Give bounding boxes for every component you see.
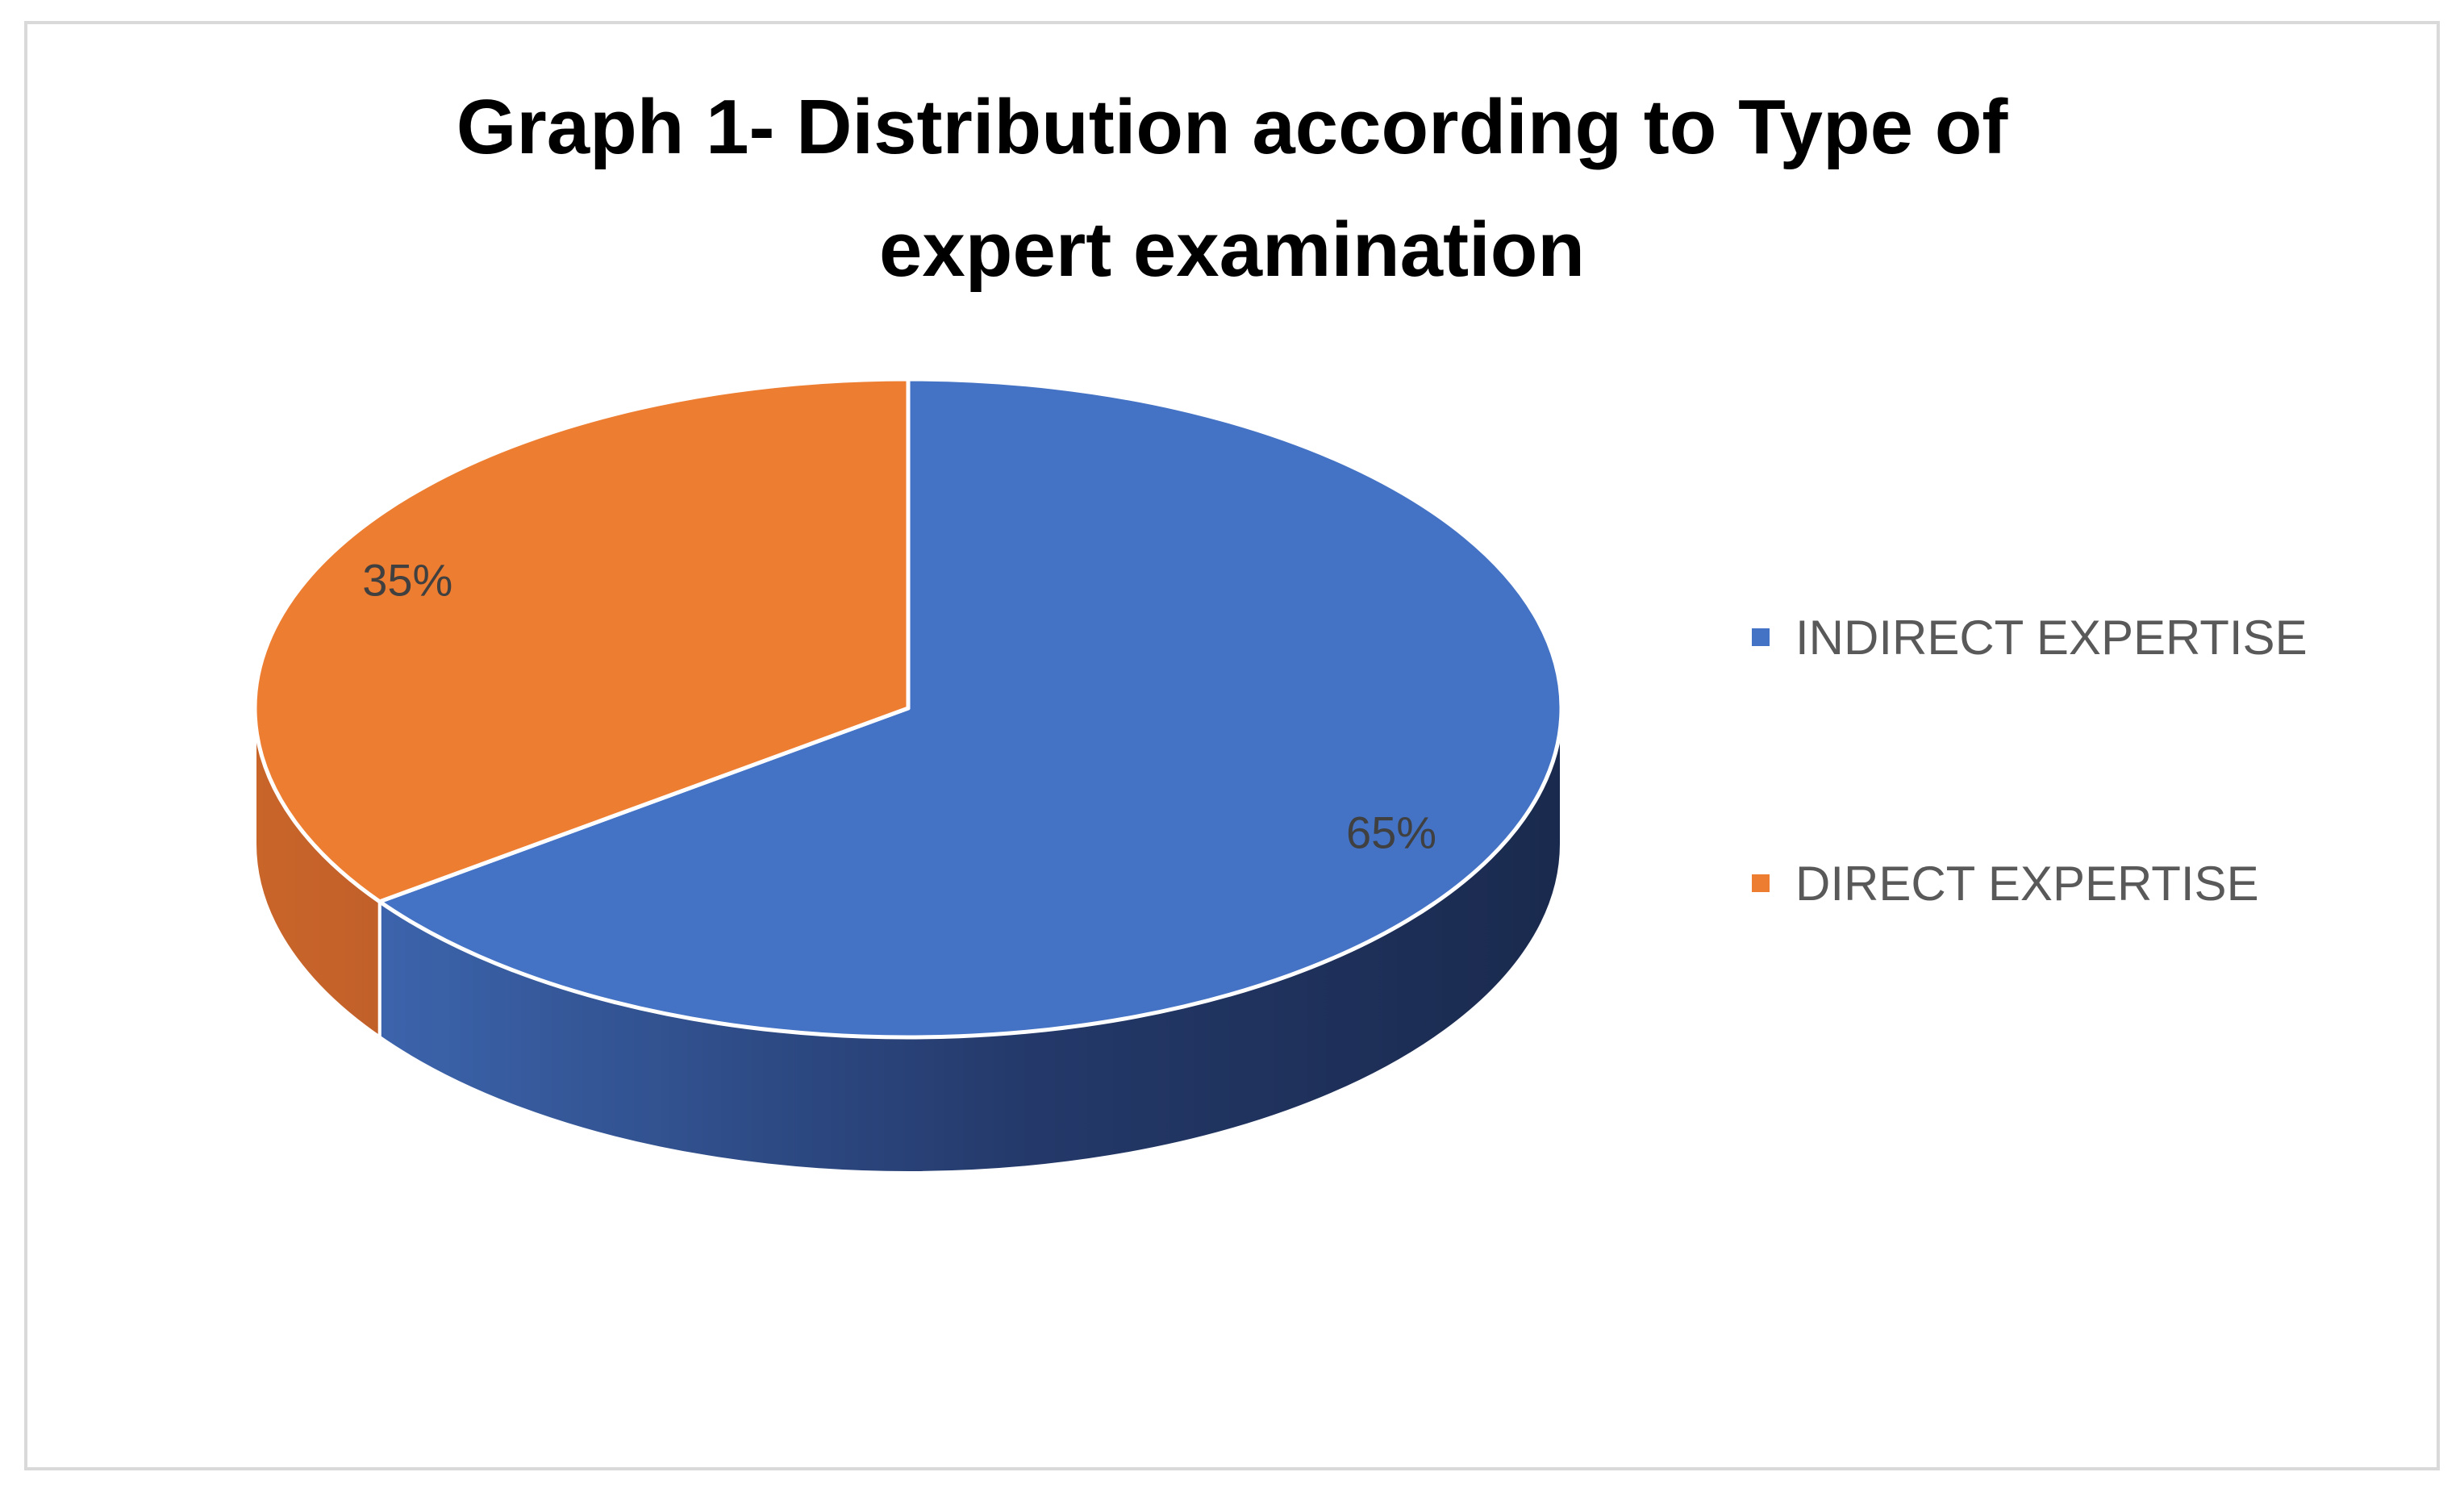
legend-item-direct-expertise: DIRECT EXPERTISE: [1752, 843, 2308, 924]
legend-item-indirect-expertise: INDIRECT EXPERTISE: [1752, 597, 2308, 678]
chart-title-line-1: Graph 1- Distribution according to Type …: [456, 84, 2008, 170]
legend-label-direct: DIRECT EXPERTISE: [1795, 856, 2259, 911]
legend-swatch-indirect: [1752, 628, 1770, 646]
legend-label-indirect: INDIRECT EXPERTISE: [1795, 610, 2308, 665]
pie-data-labels: 65% 35%: [362, 555, 1436, 858]
pie-slice-direct-expertise: [252, 377, 911, 904]
legend: INDIRECT EXPERTISE DIRECT EXPERTISE: [1752, 597, 2308, 1089]
data-label-direct-expertise: 35%: [362, 555, 452, 606]
pie-slice-indirect-expertise: [377, 377, 1564, 1040]
legend-swatch-direct: [1752, 874, 1770, 892]
data-label-indirect-expertise: 65%: [1346, 807, 1436, 858]
chart-title: Graph 1- Distribution according to Type …: [0, 66, 2464, 311]
chart-title-line-2: expert examination: [879, 206, 1585, 293]
pie-slices: [252, 377, 1564, 1040]
